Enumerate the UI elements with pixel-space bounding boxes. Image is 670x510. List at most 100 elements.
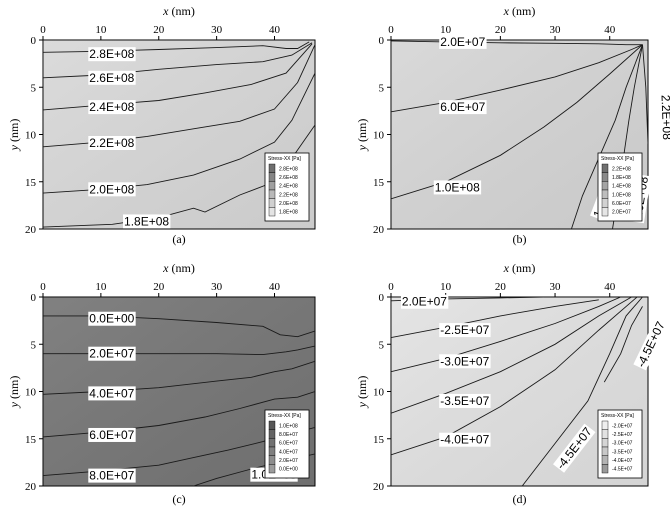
y-tick-label: 20	[25, 481, 37, 493]
legend-swatch	[268, 172, 276, 182]
contour-label-text: 2.6E+08	[89, 71, 134, 85]
contour-line	[570, 44, 643, 229]
y-tick-label: 0	[31, 292, 37, 304]
contour-label: 2.8E+08	[88, 47, 136, 62]
contour-label: 6.0E+07	[439, 100, 487, 115]
x-tick-label: 30	[550, 24, 562, 36]
contour-label-text: 2.0E+07	[89, 347, 134, 361]
y-tick-label: 15	[25, 434, 37, 446]
legend-swatch	[601, 172, 609, 182]
legend-swatch	[601, 420, 609, 430]
legend-entry: 6.0E+07	[279, 441, 298, 447]
x-axis-label: x (nm)	[162, 261, 195, 275]
contour-label-text: 2.2E+08	[89, 136, 134, 150]
legend-swatch	[601, 198, 609, 208]
legend-title: Stress-XX [Pa]	[268, 413, 301, 419]
legend-swatch	[268, 207, 276, 217]
contour-panel-b: 0 10 20 30 40 0 5 10 15 20 x (nm) y (nm) 2.0E+07 6.0E…	[355, 4, 670, 246]
x-tick-label: 30	[211, 281, 223, 293]
contour-label-text: -2.5E+07	[440, 323, 489, 337]
legend-swatch	[601, 446, 609, 456]
x-tick-label: 0	[388, 24, 394, 36]
legend-swatch	[601, 207, 609, 217]
y-tick-label: 5	[31, 82, 37, 94]
legend-entry: 6.0E+07	[612, 201, 631, 207]
legend-swatch	[268, 455, 276, 465]
legend-entry: -3.5E+07	[612, 449, 633, 455]
x-tick-label: 10	[95, 281, 107, 293]
legend-swatch	[268, 181, 276, 191]
y-tick-label: 15	[373, 434, 385, 446]
legend: Stress-XX [Pa] 2.2E+08 1.8E+08 1.4E+08 1.0E+…	[597, 152, 643, 222]
contour-label-text: 2.0E+07	[402, 295, 447, 309]
contour-line	[391, 297, 638, 456]
legend-title: Stress-XX [Pa]	[601, 413, 634, 419]
contour-label-text: 8.0E+07	[89, 469, 134, 483]
y-tick-label: 0	[31, 35, 37, 47]
contour-label: 2.0E+08	[88, 182, 136, 197]
legend-entry: -4.0E+07	[612, 458, 633, 464]
legend-entry: 2.6E+08	[279, 175, 298, 181]
x-axis-label: x (nm)	[503, 4, 536, 18]
x-tick-label: 40	[269, 281, 281, 293]
legend-entry: 1.8E+08	[279, 210, 298, 216]
panel-caption: (c)	[172, 492, 185, 506]
x-tick-label: 10	[440, 24, 452, 36]
legend-swatch	[268, 198, 276, 208]
contour-line	[391, 297, 632, 414]
contour-label: 2.4E+08	[88, 100, 136, 115]
y-tick-label: 10	[373, 387, 385, 399]
legend-swatch	[601, 464, 609, 474]
legend-swatch	[268, 446, 276, 456]
legend-entry: 2.8E+08	[279, 166, 298, 172]
contour-label-text: 2.4E+08	[89, 100, 134, 114]
x-tick-label: 0	[40, 24, 46, 36]
contour-panel-d: 0 10 20 30 40 0 5 10 15 20 x (nm) y (nm) 2.0E+07 -2.5…	[355, 261, 669, 506]
legend-entry: 2.4E+08	[279, 184, 298, 190]
y-tick-label: 15	[25, 177, 37, 189]
contour-label: -2.5E+07	[439, 323, 491, 338]
contour-panel-a: 0 10 20 30 40 0 5 10 15 20 x (nm) y (nm) 2.8E+08 2.6E…	[7, 4, 316, 246]
x-tick-label: 30	[211, 24, 223, 36]
contour-label-text: 0.0E+00	[89, 312, 134, 326]
contour-panel-c: 0 10 20 30 40 0 5 10 15 20 x (nm) y (nm) 0.0E+00 2.0E…	[7, 261, 316, 506]
contour-label: 2.6E+08	[88, 70, 136, 85]
contour-line	[391, 297, 621, 373]
contour-label: 2.0E+07	[88, 346, 136, 361]
legend: Stress-XX [Pa] -2.0E+07 -2.5E+07 -3.0E+07 -3…	[597, 409, 643, 479]
legend-entry: 2.2E+08	[279, 192, 298, 198]
y-tick-label: 10	[25, 130, 37, 142]
contour-label: 1.8E+08	[123, 214, 171, 229]
y-axis-label: y (nm)	[355, 119, 369, 152]
x-tick-label: 0	[40, 281, 46, 293]
legend-entry: -3.0E+07	[612, 441, 633, 447]
contour-label-text: -4.0E+07	[440, 433, 489, 447]
legend-entry: 1.0E+08	[279, 423, 298, 429]
x-tick-label: 40	[604, 24, 616, 36]
legend-swatch	[268, 438, 276, 448]
panel-caption: (a)	[172, 232, 185, 246]
y-tick-label: 20	[25, 224, 37, 236]
legend-entry: 4.0E+07	[279, 449, 298, 455]
panel-caption: (d)	[513, 492, 527, 506]
y-tick-label: 0	[379, 35, 385, 47]
x-tick-label: 10	[440, 281, 452, 293]
contour-line	[642, 44, 648, 144]
contour-label: 4.0E+07	[88, 386, 136, 401]
y-tick-label: 20	[373, 481, 385, 493]
y-axis-label: y (nm)	[7, 119, 21, 152]
contour-label-text: 2.2E+08	[658, 95, 670, 141]
contour-label-text: 2.0E+07	[440, 35, 485, 49]
legend-swatch	[268, 189, 276, 199]
y-tick-label: 0	[379, 292, 385, 304]
legend-entry: 8.0E+07	[279, 432, 298, 438]
legend-swatch	[268, 420, 276, 430]
legend-entry: 2.2E+08	[612, 166, 631, 172]
legend-swatch	[601, 181, 609, 191]
legend-entry: 1.4E+08	[612, 184, 631, 190]
legend-entry: 0.0E+00	[279, 467, 298, 473]
contour-label-text: 6.0E+07	[89, 428, 134, 442]
contour-label: -3.0E+07	[439, 354, 491, 369]
y-tick-label: 10	[373, 130, 385, 142]
